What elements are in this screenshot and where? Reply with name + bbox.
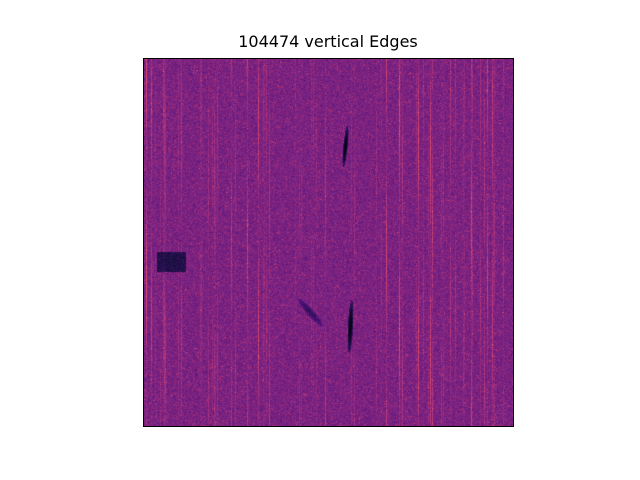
heatmap-image (144, 59, 513, 426)
chart-title: 104474 vertical Edges (238, 32, 418, 51)
heatmap-plot-area (143, 58, 514, 427)
